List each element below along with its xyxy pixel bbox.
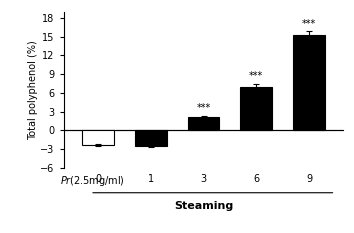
Text: ***: *** bbox=[302, 18, 316, 28]
Text: Steaming: Steaming bbox=[174, 201, 233, 211]
Text: $\mathit{Pr}$(2.5mg/ml): $\mathit{Pr}$(2.5mg/ml) bbox=[60, 174, 125, 188]
Bar bbox=[240, 87, 272, 130]
Text: 6: 6 bbox=[253, 174, 259, 184]
Text: ***: *** bbox=[249, 71, 263, 81]
Y-axis label: Total polyphenol (%): Total polyphenol (%) bbox=[28, 40, 38, 140]
Text: 9: 9 bbox=[306, 174, 312, 184]
Bar bbox=[82, 130, 114, 145]
Bar bbox=[293, 35, 325, 130]
Text: ***: *** bbox=[196, 103, 211, 113]
Text: 0: 0 bbox=[95, 174, 101, 184]
Bar bbox=[188, 117, 219, 130]
Bar bbox=[135, 130, 167, 146]
Text: 1: 1 bbox=[148, 174, 154, 184]
Text: 3: 3 bbox=[200, 174, 207, 184]
